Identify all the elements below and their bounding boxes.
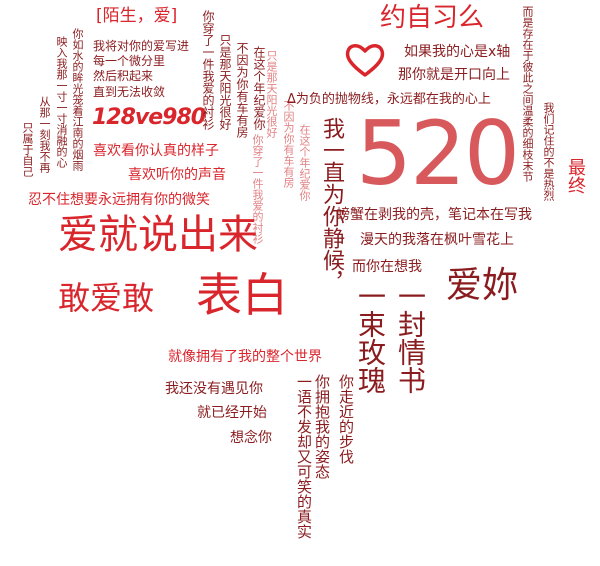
phrase-wordless: 一语不发却又可笑的真实 bbox=[295, 374, 313, 539]
phrase-into-me: 映入我那一寸一寸消融的心 bbox=[55, 36, 68, 168]
phrase-already-started: 就已经开始 bbox=[197, 405, 267, 421]
phrase-waiting: 我一直为你静候， bbox=[319, 117, 344, 293]
phrase-finally: 最终 bbox=[565, 158, 586, 194]
phrase-like-voice: 喜欢听你的声音 bbox=[128, 167, 226, 183]
phrase-in-this-age-2: 在这个年纪爱你 bbox=[298, 124, 311, 201]
phrase-exist-between: 而是存在于彼此之间温柔的细枝末节 bbox=[521, 6, 534, 182]
phrase-stranger-love: [陌生，爱] bbox=[96, 6, 178, 26]
number-520: 520 bbox=[356, 102, 520, 205]
phrase-if-heart-axis: 如果我的心是x轴 bbox=[404, 44, 511, 60]
phrase-miss-you: 想念你 bbox=[230, 430, 272, 446]
phrase-until-diverge: 直到无法收敛 bbox=[93, 85, 166, 99]
phrase-walk-to-you: 你走近的步伐 bbox=[337, 374, 355, 464]
phrase-parabola-open: 那你就是开口向上 bbox=[398, 67, 510, 83]
phrase-cant-help: 忍不住想要永远拥有你的微笑 bbox=[28, 192, 210, 208]
phrase-only-sun-1: 只是那天阳光很好 bbox=[218, 34, 232, 130]
phrase-dare-confess-a: 敢爱敢 bbox=[58, 279, 155, 317]
phrase-not-met-yet: 我还没有遇见你 bbox=[165, 381, 263, 397]
phrase-not-because-1: 不因为你有车有房 bbox=[235, 42, 249, 138]
phrase-thinking-of-me: 而你在想我 bbox=[352, 259, 422, 275]
phrase-code: 128ve980 bbox=[92, 105, 206, 130]
phrase-in-this-age-1: 在这个年纪爱你 bbox=[252, 46, 266, 130]
phrase-from-then: 从那一刻我不再 bbox=[38, 96, 51, 173]
phrase-only-self: 只属于自己 bbox=[21, 122, 34, 177]
phrase-wore-shirt-1: 你穿了一件我爱的衬衫 bbox=[201, 10, 215, 130]
phrase-crab-shell: 螃蟹在剥我的壳，笔记本在写我 bbox=[336, 207, 532, 223]
phrase-sky-falling: 漫天的我落在枫叶雪花上 bbox=[360, 232, 514, 248]
phrase-we-remember: 我们记住的不是热烈 bbox=[542, 102, 555, 201]
phrase-like-seriously: 喜欢看你认真的样子 bbox=[93, 143, 219, 159]
phrase-me-to-you: 我将对你的爱写进 bbox=[93, 39, 190, 53]
heart-outline-icon bbox=[344, 42, 386, 78]
phrase-love-you: 爱妳 bbox=[446, 265, 519, 306]
phrase-say-love: 爱就说出来 bbox=[58, 212, 258, 258]
phrase-like-water: 你如水的眸光笼着江南的烟雨 bbox=[71, 28, 84, 171]
phrase-like-having-world: 就像拥有了我的整个世界 bbox=[168, 349, 322, 365]
phrase-love-letter: 一封情书 bbox=[394, 282, 427, 394]
phrase-roses: 一束玫瑰 bbox=[354, 282, 387, 394]
phrase-every-minute: 每一个微分里 bbox=[93, 54, 166, 68]
phrase-hold-me: 你拥抱我的姿态 bbox=[313, 374, 331, 479]
phrase-not-because-2: 不因为你有车有房 bbox=[282, 100, 295, 188]
phrase-promise: 约自习么 bbox=[380, 3, 485, 33]
phrase-dare-confess-b: 表白 bbox=[196, 268, 288, 322]
phrase-wore-shirt-2: 你穿了一件我爱的衬衫 bbox=[251, 134, 264, 244]
phrase-only-sun-2: 只是那天阳光很好 bbox=[265, 50, 278, 138]
phrase-integrate: 然后积起来 bbox=[93, 69, 154, 83]
phrase-delta-parabola: Δ为负的抛物线，永远都在我的心上 bbox=[287, 92, 491, 107]
